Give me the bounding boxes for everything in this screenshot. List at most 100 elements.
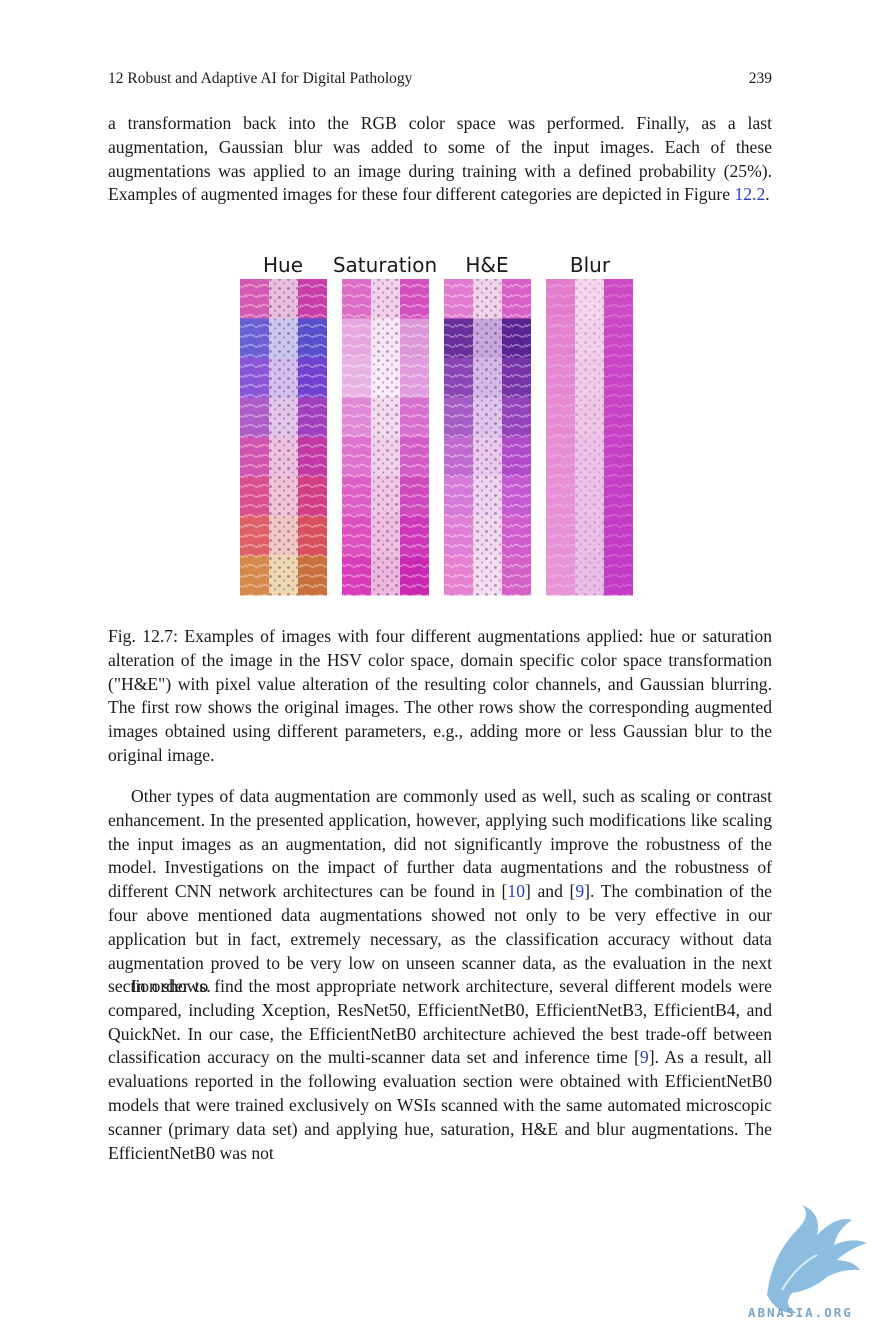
tile-texture <box>269 476 298 517</box>
tile-texture <box>444 279 473 319</box>
chapter-title: 12 Robust and Adaptive AI for Digital Pa… <box>108 70 413 87</box>
tile-texture <box>240 476 269 517</box>
tile-texture <box>502 555 531 596</box>
running-header: 12 Robust and Adaptive AI for Digital Pa… <box>108 70 772 90</box>
tile-texture <box>546 397 575 438</box>
tile-texture <box>269 516 298 556</box>
tile-texture <box>444 437 473 477</box>
paragraph-augmentation-intro: a transformation back into the RGB color… <box>108 112 772 207</box>
tile-texture <box>546 279 575 319</box>
tile-texture <box>371 437 400 477</box>
paragraph-text: ]. As a result, all evaluations reported… <box>108 1047 772 1163</box>
tile-texture <box>240 358 269 398</box>
tile-texture <box>240 279 269 319</box>
tile-texture <box>342 397 371 438</box>
tile-texture <box>604 397 633 438</box>
tile-texture <box>269 318 298 359</box>
augmentation-figure: Hue Saturation H&E Blur <box>232 250 644 602</box>
tile-texture <box>546 318 575 359</box>
tile-texture <box>575 279 604 319</box>
tile-texture <box>473 516 502 556</box>
tile-texture <box>604 279 633 319</box>
tile-texture <box>575 318 604 359</box>
tile-texture <box>575 555 604 596</box>
tile-texture <box>371 318 400 359</box>
watermark-logo-icon <box>767 1205 867 1314</box>
tile-texture <box>502 397 531 438</box>
tile-texture <box>342 358 371 398</box>
tile-texture <box>400 476 429 517</box>
tile-texture <box>371 555 400 596</box>
paragraph-text: . <box>765 184 770 205</box>
tile-texture <box>240 318 269 359</box>
tile-texture <box>400 397 429 438</box>
tile-texture <box>371 279 400 319</box>
tile-texture <box>604 437 633 477</box>
label-he: H&E <box>465 253 508 277</box>
label-blur: Blur <box>570 253 611 277</box>
tile-texture <box>269 279 298 319</box>
figure-reference-link[interactable]: 12.2 <box>734 184 766 205</box>
tile-texture <box>444 555 473 596</box>
citation-link[interactable]: 9 <box>575 881 585 902</box>
tile-texture <box>575 358 604 398</box>
tile-texture <box>546 358 575 398</box>
tile-texture <box>473 279 502 319</box>
tile-texture <box>400 358 429 398</box>
paragraph-other-augmentations: Other types of data augmentation are com… <box>108 785 772 999</box>
tile-texture <box>604 516 633 556</box>
tile-texture <box>444 516 473 556</box>
tile-texture <box>473 555 502 596</box>
paragraph-text: In order to find the most appropriate ne… <box>108 976 772 1068</box>
paragraph-text: a transformation back into the RGB color… <box>108 113 772 205</box>
tile-texture <box>269 397 298 438</box>
tile-texture <box>473 397 502 438</box>
tile-texture <box>400 516 429 556</box>
tile-texture <box>371 476 400 517</box>
paragraph-text: Other types of data augmentation are com… <box>108 786 772 902</box>
tile-texture <box>342 555 371 596</box>
tile-texture <box>342 516 371 556</box>
tile-texture <box>342 437 371 477</box>
tile-texture <box>371 397 400 438</box>
tile-texture <box>502 437 531 477</box>
tile-texture <box>269 437 298 477</box>
tile-texture <box>269 555 298 596</box>
tile-texture <box>400 437 429 477</box>
paragraph-architecture: In order to find the most appropriate ne… <box>108 975 772 1165</box>
citation-link[interactable]: 10 <box>507 881 526 902</box>
tile-texture <box>298 437 327 477</box>
tile-texture <box>400 279 429 319</box>
tile-texture <box>502 279 531 319</box>
tile-texture <box>546 476 575 517</box>
paragraph-text: ] and [ <box>525 881 576 902</box>
tile-grid <box>240 279 633 596</box>
label-hue: Hue <box>263 253 303 277</box>
tile-texture <box>444 476 473 517</box>
tile-texture <box>502 358 531 398</box>
paragraph-text: ]. The combination of the four above men… <box>108 881 772 997</box>
citation-link[interactable]: 9 <box>639 1047 649 1068</box>
tile-texture <box>240 437 269 477</box>
tile-texture <box>473 358 502 398</box>
tile-texture <box>400 555 429 596</box>
tile-texture <box>240 397 269 438</box>
tile-texture <box>240 516 269 556</box>
tile-texture <box>444 318 473 359</box>
tile-texture <box>298 318 327 359</box>
tile-texture <box>298 397 327 438</box>
tile-texture <box>575 437 604 477</box>
figure-caption: Fig. 12.7: Examples of images with four … <box>108 626 772 765</box>
tile-texture <box>400 318 429 359</box>
tile-texture <box>604 476 633 517</box>
tile-texture <box>444 397 473 438</box>
tile-texture <box>298 516 327 556</box>
tile-texture <box>502 516 531 556</box>
tile-texture <box>546 555 575 596</box>
tile-texture <box>473 318 502 359</box>
tile-texture <box>342 318 371 359</box>
tile-texture <box>473 437 502 477</box>
tile-texture <box>298 555 327 596</box>
tile-texture <box>502 476 531 517</box>
tile-texture <box>473 476 502 517</box>
